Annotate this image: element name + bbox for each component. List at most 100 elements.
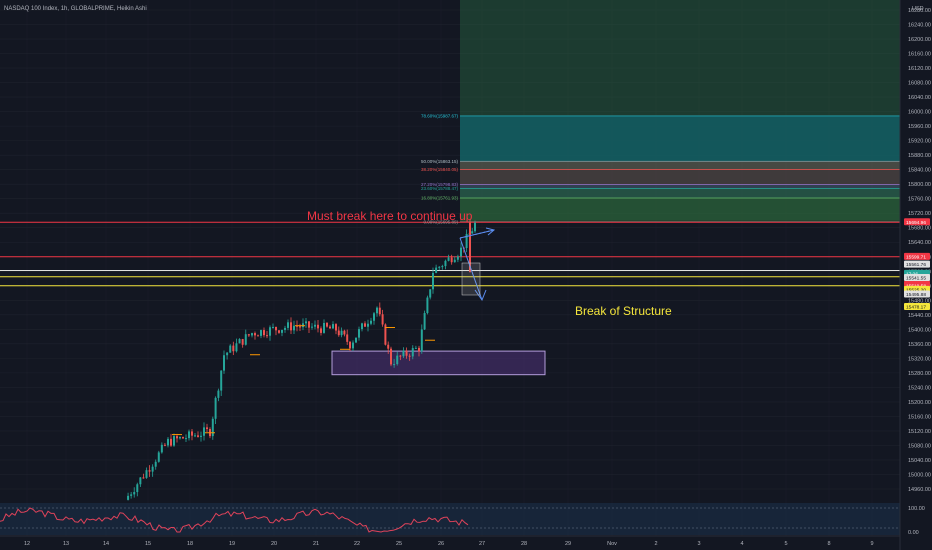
x-tick-label: 29 — [565, 541, 571, 547]
candle-body — [296, 325, 298, 327]
candle-body — [278, 330, 280, 333]
candle-body — [311, 326, 313, 328]
candle-body — [191, 431, 193, 436]
x-tick-label: 22 — [354, 541, 360, 547]
x-tick-label: 5 — [784, 541, 787, 547]
candle-body — [188, 431, 190, 439]
y-tick-label: 15720.00 — [908, 211, 931, 217]
candle-body — [211, 418, 214, 437]
price-tag — [904, 302, 930, 310]
osc-tick-label: 100.00 — [908, 506, 925, 512]
price-tag-label: 15495.88 — [906, 292, 926, 298]
demand-zone — [331, 350, 546, 376]
time-axis[interactable]: 12 13 14 15 18 19 20 21 22 25 26 27 28 29 Nov 2 3 4 5 8 9 — [24, 541, 874, 547]
y-tick-label: 16160.00 — [908, 52, 931, 58]
candle-body — [290, 322, 292, 331]
candle-body — [358, 329, 360, 338]
candle-body — [381, 314, 384, 325]
candle-body — [173, 436, 175, 446]
candle-body — [471, 231, 474, 234]
candle-body — [167, 438, 169, 446]
candle-body — [376, 307, 378, 314]
candle-body — [364, 323, 366, 327]
candle-body — [244, 334, 247, 345]
candle-body — [373, 313, 375, 321]
price-tags: 15694.9615599.7115561.7617:2615539.26155… — [904, 218, 930, 310]
candle-body — [203, 427, 205, 436]
candle-body — [432, 272, 434, 290]
candle-body — [387, 344, 390, 349]
candle-body — [314, 324, 316, 327]
price-tag-label: 15541.55 — [906, 275, 926, 281]
candle-body — [399, 355, 402, 357]
candle-body — [136, 484, 139, 493]
y-tick-label: 14960.00 — [908, 487, 931, 493]
candle-body — [275, 326, 277, 331]
candle-body — [217, 390, 220, 398]
fib-band — [460, 161, 900, 170]
y-tick-label: 16200.00 — [908, 37, 931, 43]
candle-body — [130, 494, 133, 496]
oscillator-panel — [0, 503, 900, 535]
candle-body — [214, 397, 217, 419]
fib-level-label: 50.00%(15863.15) — [421, 159, 459, 164]
candle-body — [223, 355, 225, 371]
candle-body — [465, 233, 468, 249]
y-tick-label: 15800.00 — [908, 182, 931, 188]
x-tick-label: 18 — [187, 541, 193, 547]
candle-body — [200, 435, 202, 437]
x-tick-label: 26 — [438, 541, 444, 547]
y-tick-label: 15880.00 — [908, 153, 931, 159]
x-tick-label: 3 — [697, 541, 700, 547]
candle-body — [148, 470, 151, 472]
x-tick-label: Nov — [607, 541, 617, 547]
candle-body — [426, 297, 429, 314]
candle-body — [145, 470, 148, 478]
y-tick-label: 15160.00 — [908, 414, 931, 420]
x-tick-label: 19 — [229, 541, 235, 547]
candle-body — [340, 330, 343, 336]
fib-band — [460, 188, 900, 198]
chart-title: NASDAQ 100 Index, 1h, GLOBALPRIME, Heiki… — [4, 6, 147, 12]
candle-body — [247, 334, 250, 336]
candle-body — [176, 436, 178, 439]
candle-body — [450, 257, 453, 263]
price-tag-label: 15561.76 — [906, 262, 926, 268]
candle-body — [367, 323, 369, 327]
y-tick-label: 15360.00 — [908, 342, 931, 348]
x-tick-label: 15 — [145, 541, 151, 547]
y-tick-label: 16000.00 — [908, 110, 931, 116]
price-tag-label: 15525.20 — [906, 287, 926, 293]
fib-level-label: 78.60%(15987.67) — [421, 114, 459, 119]
candle-body — [235, 343, 238, 352]
candle-body — [453, 259, 456, 263]
fib-level-label: 23.60%(15788.47) — [421, 186, 459, 191]
x-tick-label: 4 — [740, 541, 743, 547]
x-tick-label: 13 — [63, 541, 69, 547]
candle-body — [390, 348, 392, 365]
candle-body — [238, 339, 241, 344]
candle-body — [460, 247, 462, 257]
y-tick-label: 15960.00 — [908, 124, 931, 130]
x-tick-label: 20 — [271, 541, 277, 547]
fib-level-label: 0.00%(15695.89) — [423, 219, 458, 224]
price-tag — [904, 290, 930, 298]
y-tick-label: 15280.00 — [908, 371, 931, 377]
candle-body — [133, 492, 136, 495]
y-tick-label: 15680.00 — [908, 226, 931, 232]
candle-body — [408, 355, 411, 357]
candle-body — [308, 321, 310, 328]
y-tick-label: 15120.00 — [908, 429, 931, 435]
candle-body — [154, 461, 157, 467]
candle-body — [361, 323, 363, 330]
candle-body — [142, 477, 145, 479]
candle-body — [163, 444, 166, 446]
price-tag — [904, 252, 930, 260]
price-axis[interactable]: 16280.00 16240.00 16200.00 16160.00 16120.00… — [908, 8, 931, 493]
candle-body — [447, 257, 450, 261]
y-tick-label: 15240.00 — [908, 385, 931, 391]
y-tick-label: 15320.00 — [908, 356, 931, 362]
candle-body — [414, 347, 417, 349]
